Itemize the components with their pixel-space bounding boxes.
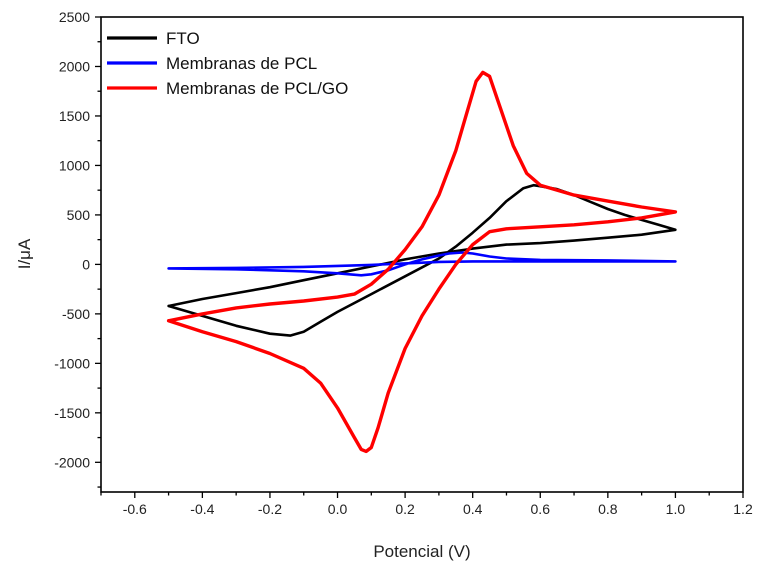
x-tick-label: 0.8 — [598, 501, 618, 517]
plot-frame — [100, 16, 744, 493]
y-tick-label: 0 — [82, 256, 90, 272]
y-tick-label: 1500 — [59, 108, 90, 124]
axis-ticks — [95, 16, 744, 498]
x-tick-label: 0.6 — [531, 501, 551, 517]
y-axis-label: I/μA — [15, 238, 34, 269]
x-axis-label: Potencial (V) — [373, 542, 470, 561]
y-tick-label: -2000 — [54, 454, 90, 470]
legend-label-2: Membranas de PCL — [166, 54, 317, 73]
y-tick-label: -1500 — [54, 405, 90, 421]
x-tick-label: 0.4 — [463, 501, 483, 517]
series-line-3 — [166, 70, 678, 454]
y-tick-label: 1000 — [59, 157, 90, 173]
legend-label-3: Membranas de PCL/GO — [166, 79, 348, 98]
x-tick-label: 0.2 — [395, 501, 415, 517]
x-tick-label: 1.2 — [733, 501, 753, 517]
y-tick-label: 2500 — [59, 9, 90, 25]
y-tick-label: -1000 — [54, 355, 90, 371]
series-line-1 — [167, 183, 677, 337]
series-line-2 — [167, 251, 677, 277]
x-tick-label: -0.2 — [258, 501, 282, 517]
x-tick-label: 0.0 — [328, 501, 348, 517]
axis-tick-labels: -0.6 -0.4 -0.2 0.0 0.2 0.4 0.6 0.8 1.0 1.2 -2000 -1… — [54, 9, 753, 517]
y-tick-label: 500 — [67, 207, 91, 223]
series-lines — [166, 70, 678, 454]
y-tick-label: 2000 — [59, 58, 90, 74]
x-tick-label: -0.4 — [190, 501, 214, 517]
x-tick-label: 1.0 — [666, 501, 686, 517]
legend: FTO Membranas de PCL Membranas de PCL/GO — [107, 29, 348, 98]
legend-label-1: FTO — [166, 29, 200, 48]
y-tick-label: -500 — [62, 306, 90, 322]
x-tick-label: -0.6 — [123, 501, 147, 517]
